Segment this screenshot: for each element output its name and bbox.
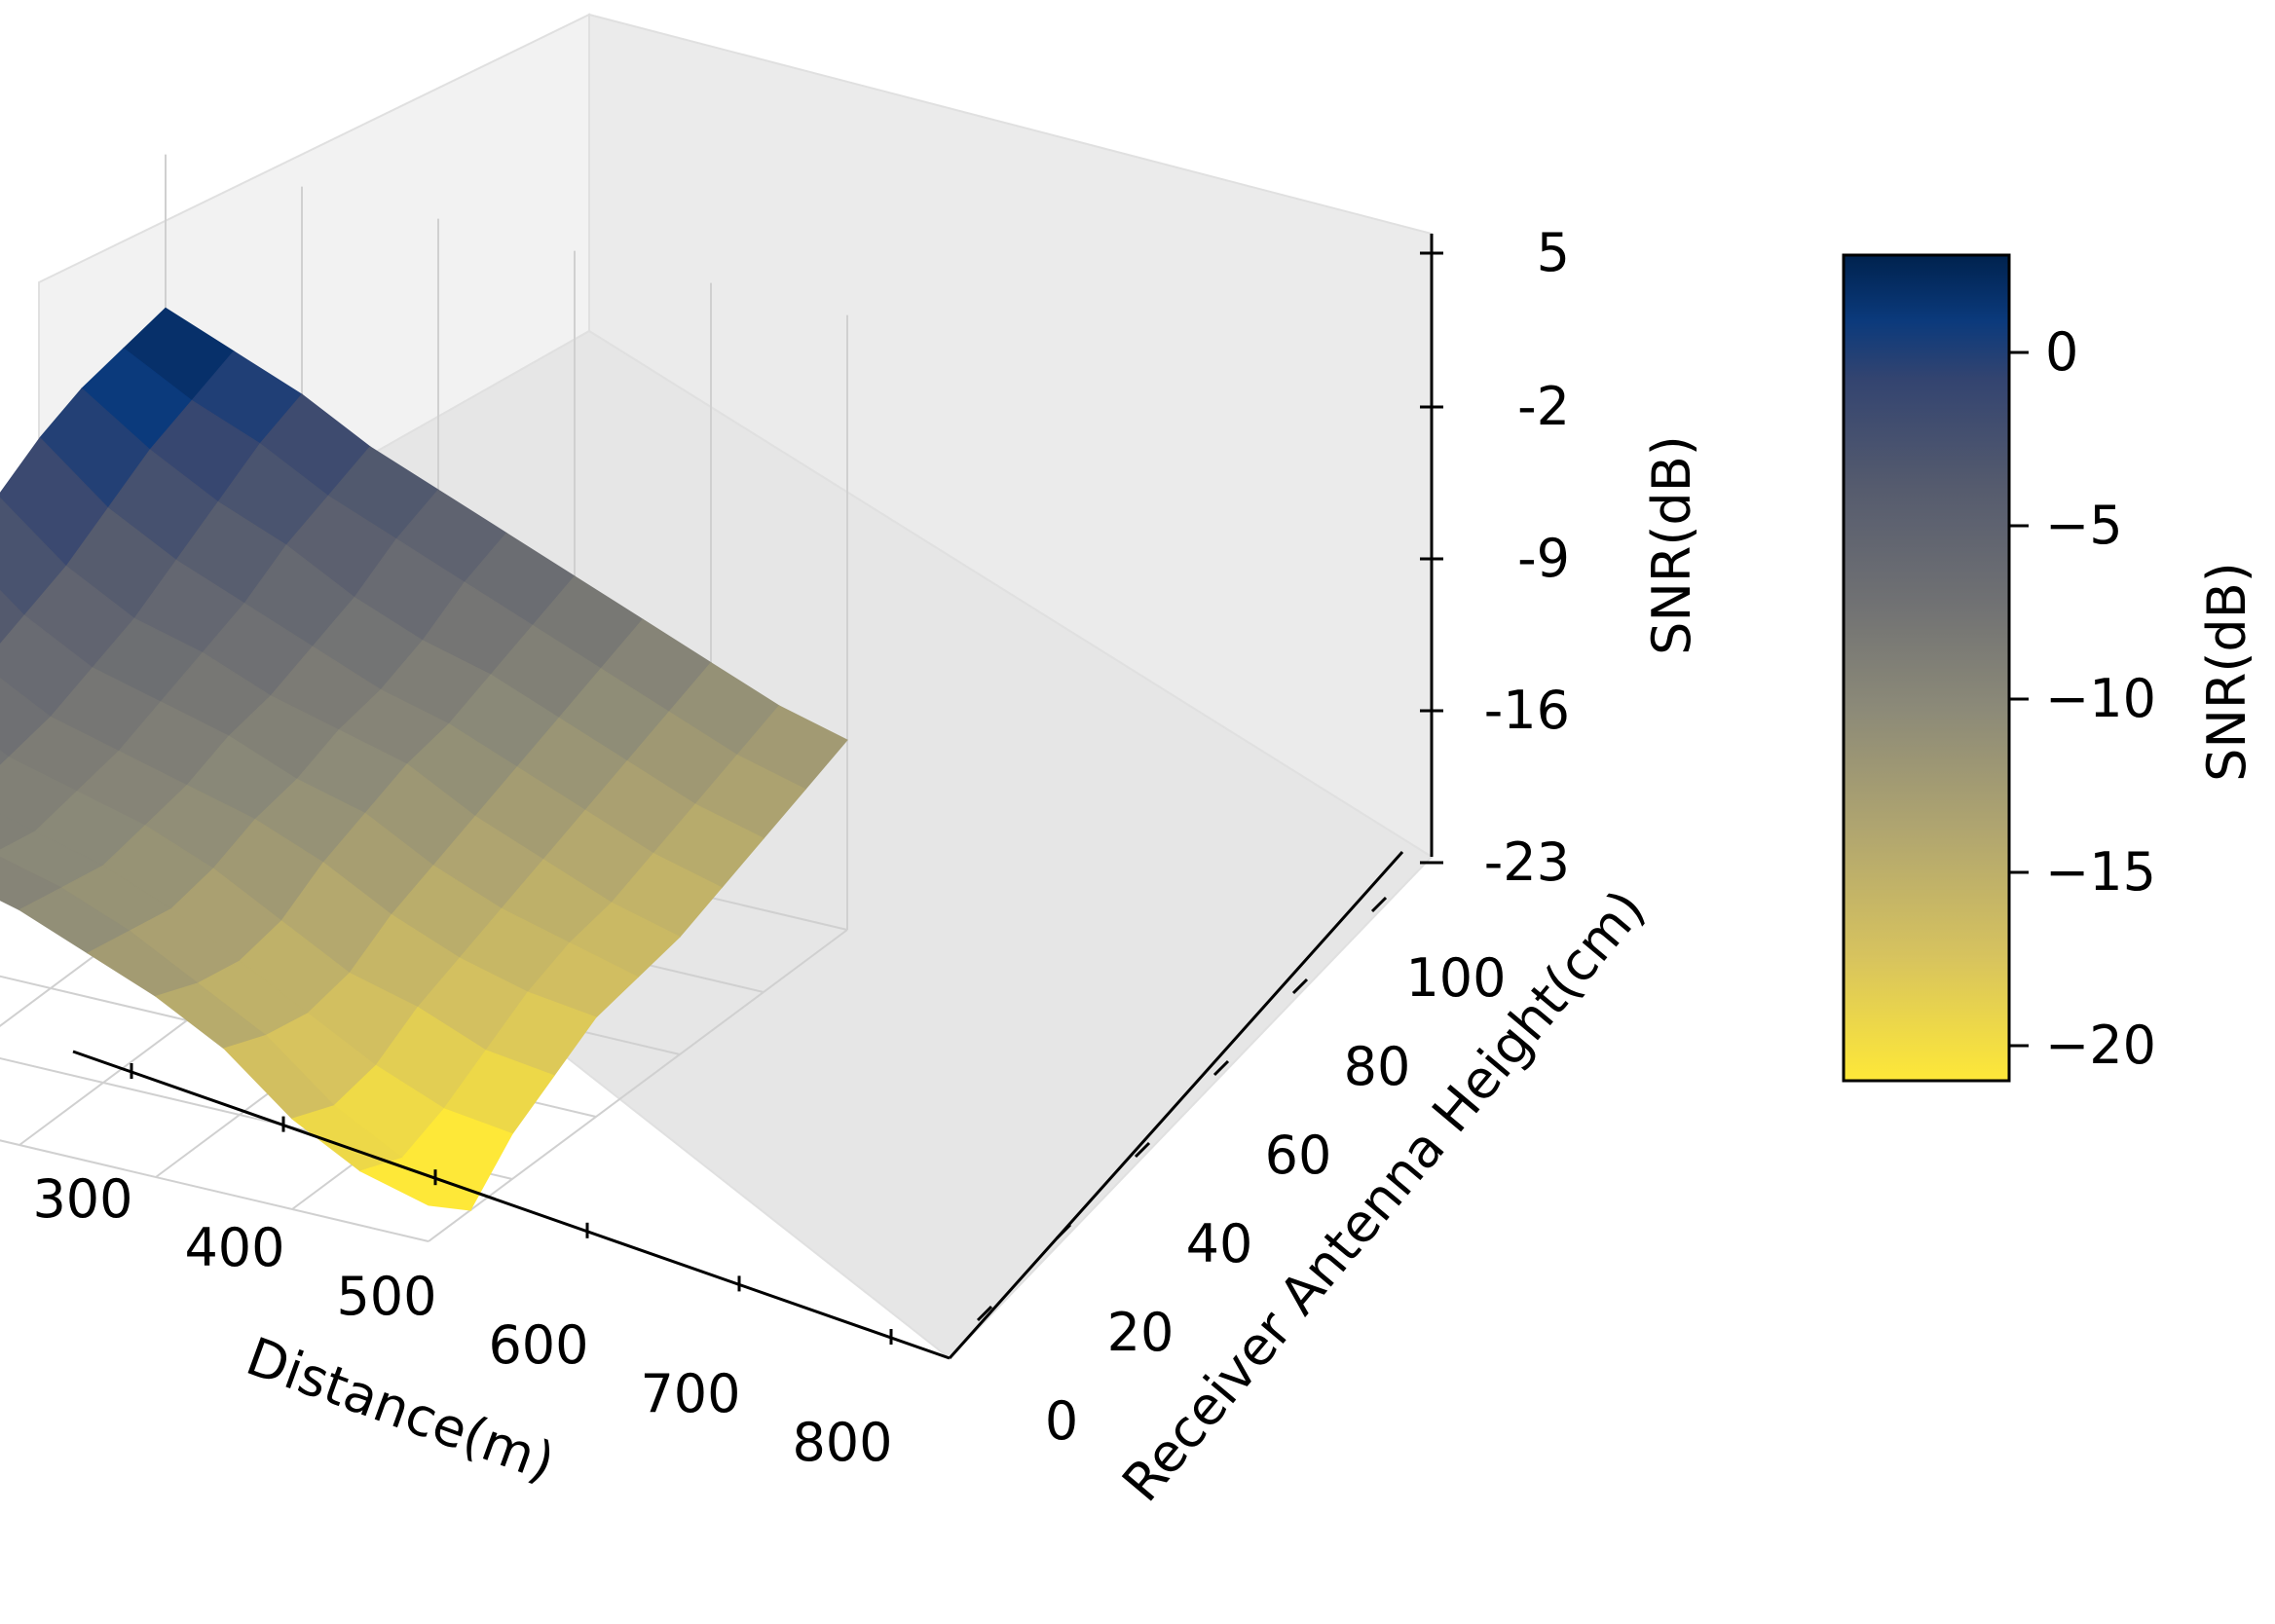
colorbar-ticks: 0 −5 −10 −15 −20 <box>2009 321 2156 1076</box>
x-ticks: 300 400 500 600 700 800 <box>32 1063 893 1473</box>
y-tick-mark <box>1212 1059 1230 1077</box>
z-tick-label: 5 <box>1537 222 1570 283</box>
y-tick-mark <box>1055 1223 1072 1240</box>
colorbar-tick-label: −20 <box>2045 1015 2156 1076</box>
x-tick-label: 500 <box>336 1266 436 1327</box>
x-tick-label: 400 <box>184 1217 284 1278</box>
z-tick-label: -2 <box>1517 376 1570 437</box>
y-tick-label: 60 <box>1265 1125 1332 1186</box>
y-tick-label: 20 <box>1107 1302 1175 1363</box>
colorbar-tick-label: −15 <box>2045 841 2156 903</box>
grid-line <box>0 1139 429 1242</box>
colorbar-gradient <box>1842 253 2011 1083</box>
x-tick-label: 600 <box>488 1314 588 1376</box>
z-tick-label: -9 <box>1517 528 1570 589</box>
x-axis-line <box>72 1050 951 1360</box>
x-tick-label: 700 <box>640 1363 740 1424</box>
x-tick-label: 300 <box>32 1168 132 1230</box>
z-tick-label: -16 <box>1484 680 1570 741</box>
colorbar-tick-label: −5 <box>2045 495 2123 556</box>
z-axis: 5 -2 -9 -16 -23 SNR(dB) <box>1420 222 1702 893</box>
y-tick-label: 40 <box>1186 1213 1253 1274</box>
colorbar: 0 −5 −10 −15 −20 SNR(dB) <box>1842 253 2257 1083</box>
surface-mesh <box>0 307 848 1211</box>
x-tick-label: 800 <box>792 1412 892 1473</box>
y-tick-label: 0 <box>1045 1390 1078 1452</box>
y-tick-label: 100 <box>1405 947 1506 1009</box>
y-tick-label: 80 <box>1344 1036 1411 1097</box>
z-axis-label: SNR(dB) <box>1641 435 1702 655</box>
colorbar-label: SNR(dB) <box>2196 562 2257 782</box>
y-tick-mark <box>1134 1141 1151 1159</box>
grid-line <box>428 929 848 1242</box>
colorbar-tick-label: 0 <box>2045 321 2078 383</box>
z-ticks: 5 -2 -9 -16 -23 <box>1420 222 1570 893</box>
colorbar-tick-label: −10 <box>2045 668 2156 729</box>
y-tick-mark <box>976 1305 993 1322</box>
y-tick-mark <box>1370 896 1388 913</box>
z-tick-label: -23 <box>1484 831 1570 893</box>
y-axis-line <box>948 851 1404 1359</box>
y-tick-mark <box>1291 978 1309 995</box>
